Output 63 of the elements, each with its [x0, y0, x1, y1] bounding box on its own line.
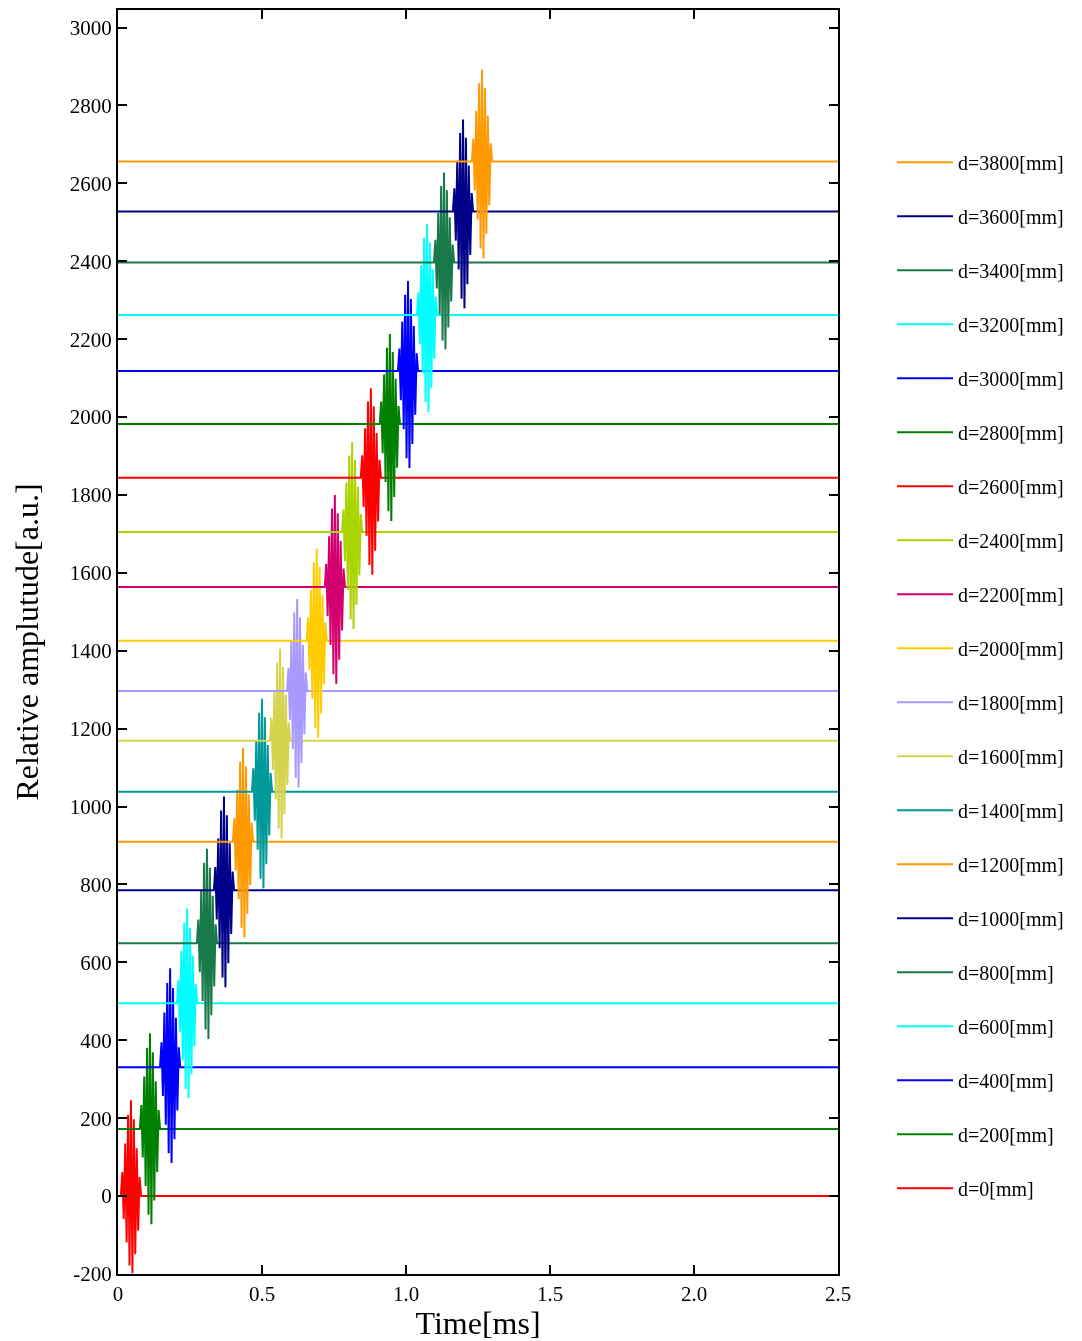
y-tick-label: 800 [80, 872, 112, 897]
line-series [118, 118, 838, 310]
legend-label: d=0[mm] [958, 1178, 1034, 1201]
x-tick-label: 2.0 [680, 1282, 708, 1307]
line-series [118, 440, 838, 630]
legend-label: d=3000[mm] [958, 368, 1064, 391]
legend-label: d=400[mm] [958, 1070, 1054, 1093]
y-tick-label: 2000 [69, 405, 112, 430]
y-tick-label: 1800 [69, 483, 112, 508]
y-tick-label: 200 [80, 1106, 112, 1131]
y-tick-label: 1600 [69, 561, 112, 586]
legend-label: d=1200[mm] [958, 854, 1064, 877]
y-tick-label: 1000 [69, 794, 112, 819]
y-tick-label: 2800 [69, 93, 112, 118]
line-series [118, 907, 838, 1100]
line-series [118, 847, 838, 1041]
line-series [118, 547, 838, 739]
legend-label: d=3200[mm] [958, 314, 1064, 337]
line-series [118, 746, 838, 939]
line-series [118, 795, 838, 989]
line-series [118, 387, 838, 576]
line-series [118, 333, 838, 523]
legend-label: d=2400[mm] [958, 530, 1064, 553]
line-series [118, 171, 838, 351]
x-tick-label: 1.0 [392, 1282, 420, 1307]
x-tick-label: 2.5 [824, 1282, 852, 1307]
y-tick-label: -200 [73, 1262, 112, 1287]
legend-label: d=600[mm] [958, 1016, 1054, 1039]
y-tick-label: 2200 [69, 327, 112, 352]
line-series [118, 68, 838, 260]
y-tick-label: 0 [101, 1184, 112, 1209]
legend-label: d=3600[mm] [958, 206, 1064, 229]
legend-label: d=1000[mm] [958, 908, 1064, 931]
line-series [118, 697, 838, 890]
y-tick-label: 2400 [69, 249, 112, 274]
line-series [118, 493, 838, 685]
legend-label: d=2800[mm] [958, 422, 1064, 445]
y-tick-label: 1200 [69, 717, 112, 742]
x-tick-label: 1.5 [536, 1282, 564, 1307]
x-tick-label: 0.5 [248, 1282, 276, 1307]
line-series [118, 967, 838, 1164]
legend-label: d=3400[mm] [958, 260, 1064, 283]
y-tick-label: 400 [80, 1028, 112, 1053]
y-tick-label: 2600 [69, 171, 112, 196]
x-axis-title: Time[ms] [415, 1305, 541, 1341]
line-series [118, 280, 838, 470]
legend-label: d=2200[mm] [958, 584, 1064, 607]
y-axis-title: Relative amplutude[a.u.] [8, 483, 45, 801]
line-series [118, 597, 838, 789]
y-tick-label: 600 [80, 950, 112, 975]
y-tick-label: 1400 [69, 639, 112, 664]
legend-label: d=200[mm] [958, 1124, 1054, 1147]
line-series [118, 1032, 838, 1226]
legend-label: d=2000[mm] [958, 638, 1064, 661]
legend-label: d=1600[mm] [958, 746, 1064, 769]
legend-label: d=1800[mm] [958, 692, 1064, 715]
legend-label: d=800[mm] [958, 962, 1054, 985]
legend-label: d=2600[mm] [958, 476, 1064, 499]
line-series [118, 647, 838, 840]
line-series [118, 223, 838, 413]
legend-label: d=1400[mm] [958, 800, 1064, 823]
legend-label: d=3800[mm] [958, 152, 1064, 175]
y-tick-label: 3000 [69, 15, 112, 40]
